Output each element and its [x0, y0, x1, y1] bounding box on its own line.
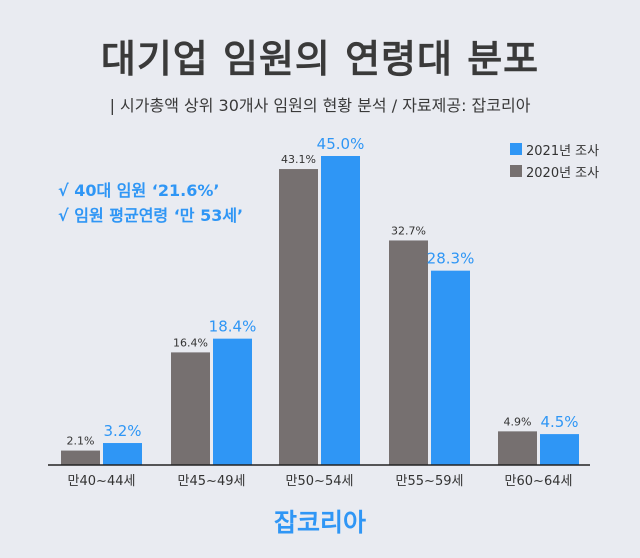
- data-label-2021: 3.2%: [103, 422, 141, 440]
- data-label-2020: 2.1%: [67, 435, 95, 448]
- legend-label-2020: 2020년 조사: [526, 165, 600, 181]
- note-avg-age: √ 임원 평균연령 ‘만 53세’: [58, 206, 244, 225]
- legend: 2021년 조사 2020년 조사: [510, 138, 599, 182]
- highlight-notes: √ 40대 임원 ‘21.6%’ √ 임원 평균연령 ‘만 53세’: [58, 178, 243, 228]
- chart-subtitle: | 시가총액 상위 30개사 임원의 현황 분석 / 자료제공: 잡코리아: [109, 96, 531, 115]
- data-label-2021: 4.5%: [540, 413, 578, 431]
- data-label-2020: 16.4%: [173, 336, 208, 349]
- legend-swatch-2020: [510, 165, 522, 177]
- x-tick-label: 만55~59세: [396, 474, 464, 489]
- bar-2021: [103, 443, 142, 465]
- note-40s: √ 40대 임원 ‘21.6%’: [58, 181, 220, 200]
- data-label-2021: 45.0%: [317, 135, 365, 153]
- x-tick-label: 만50~54세: [286, 474, 354, 489]
- bar-2020: [498, 431, 537, 465]
- bar-2021: [540, 434, 579, 465]
- data-label-2021: 28.3%: [427, 250, 475, 268]
- data-label-2020: 32.7%: [391, 224, 426, 237]
- bar-2020: [279, 169, 318, 465]
- bar-2020: [171, 352, 210, 465]
- bar-2021: [213, 338, 252, 465]
- legend-swatch-2021: [510, 143, 522, 155]
- data-label-2020: 43.1%: [281, 153, 316, 166]
- chart-title: 대기업 임원의 연령대 분포: [100, 37, 540, 81]
- legend-item-2021: 2021년 조사: [510, 138, 599, 160]
- x-tick-label: 만40~44세: [68, 474, 136, 489]
- bar-2020: [389, 240, 428, 465]
- legend-label-2021: 2021년 조사: [526, 143, 600, 159]
- x-tick-label: 만45~49세: [178, 474, 246, 489]
- bar-2020: [61, 450, 100, 465]
- x-tick-label: 만60~64세: [505, 474, 573, 489]
- data-label-2021: 18.4%: [209, 318, 257, 336]
- bar-2021: [431, 270, 470, 465]
- bar-2021: [321, 156, 360, 465]
- source-logo-text: 잡코리아: [273, 508, 366, 537]
- legend-item-2020: 2020년 조사: [510, 160, 599, 182]
- data-label-2020: 4.9%: [504, 415, 532, 428]
